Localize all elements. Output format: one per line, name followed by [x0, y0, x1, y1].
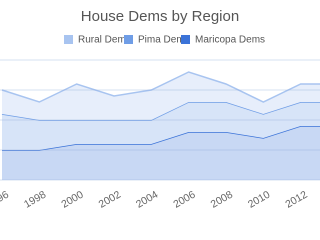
- plot-area: [1, 71, 320, 180]
- legend-label: Maricopa Dems: [195, 35, 265, 46]
- x-tick-label: 2004: [134, 189, 160, 211]
- area: [2, 126, 320, 180]
- legend-swatch: [64, 35, 73, 44]
- area: [2, 102, 320, 150]
- x-tick-label: 2008: [209, 189, 235, 211]
- x-tick-label: 2000: [59, 189, 85, 211]
- legend-swatch: [181, 35, 190, 44]
- legend-label: Pima Dems: [138, 35, 190, 46]
- area-line: [1, 71, 320, 103]
- legend-label: Rural Dems: [78, 35, 131, 46]
- x-tick-label: 2010: [246, 189, 272, 211]
- area: [2, 72, 320, 120]
- chart-title: House Dems by Region: [81, 8, 239, 25]
- x-tick-label: 1996: [0, 189, 11, 211]
- x-tick-label: 2002: [97, 189, 123, 211]
- legend-swatch: [124, 35, 133, 44]
- x-tick-label: 2012: [283, 189, 309, 211]
- chart: House Dems by Region Rural Dems Pima Dems…: [0, 8, 320, 211]
- x-tick-label: 1998: [22, 189, 48, 211]
- x-tick-label: 2006: [171, 189, 197, 211]
